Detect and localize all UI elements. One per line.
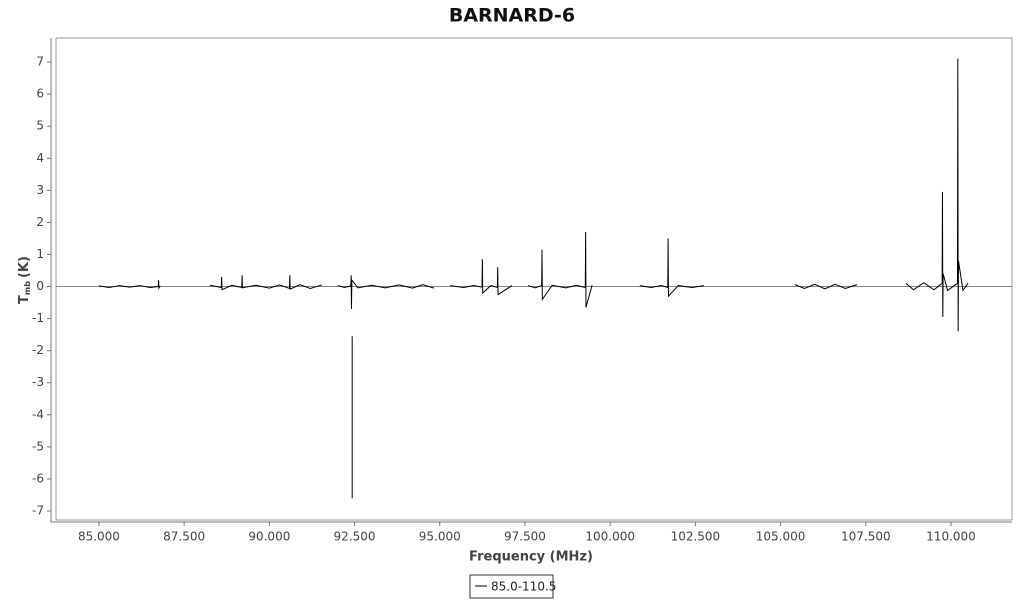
x-tick-label: 87.500	[163, 530, 205, 544]
y-tick-label: -2	[32, 343, 44, 357]
y-label-unit: (K)	[17, 256, 32, 278]
y-tick-label: -7	[32, 504, 44, 518]
y-label-sub: mb	[23, 281, 32, 295]
spectrum-line	[98, 58, 969, 499]
x-tick-label: 92.500	[334, 530, 376, 544]
y-tick-label: 3	[36, 183, 44, 197]
x-tick-label: 97.500	[504, 530, 546, 544]
plot-frame	[55, 37, 1013, 521]
y-tick-label: 6	[36, 87, 44, 101]
x-tick-label: 110.000	[926, 530, 976, 544]
y-tick-label: -1	[32, 311, 44, 325]
y-tick-label: -5	[32, 439, 44, 453]
y-tick-label: 1	[36, 247, 44, 261]
y-axis-label: Tmb (K)	[17, 256, 32, 304]
x-tick-label: 85.000	[78, 530, 120, 544]
y-label-main: T	[17, 295, 32, 304]
y-tick-label: 5	[36, 119, 44, 133]
y-tick-label: -3	[32, 375, 44, 389]
y-tick-label: 4	[36, 151, 44, 165]
x-tick-label: 105.000	[756, 530, 806, 544]
y-tick-label: -6	[32, 471, 44, 485]
y-tick-label: 2	[36, 215, 44, 229]
chart-title: BARNARD-6	[449, 5, 575, 27]
legend	[469, 574, 554, 599]
y-tick-label: 7	[36, 55, 44, 69]
x-tick-label: 90.000	[248, 530, 290, 544]
y-tick-label: -4	[32, 407, 44, 421]
x-tick-label: 100.000	[585, 530, 635, 544]
x-axis-label: Frequency (MHz)	[469, 550, 593, 565]
x-tick-label: 107.500	[841, 530, 891, 544]
x-tick-label: 102.500	[671, 530, 721, 544]
x-tick-label: 95.000	[419, 530, 461, 544]
legend-label: 85.0-110.5	[491, 580, 556, 594]
y-tick-label: 0	[36, 279, 44, 293]
